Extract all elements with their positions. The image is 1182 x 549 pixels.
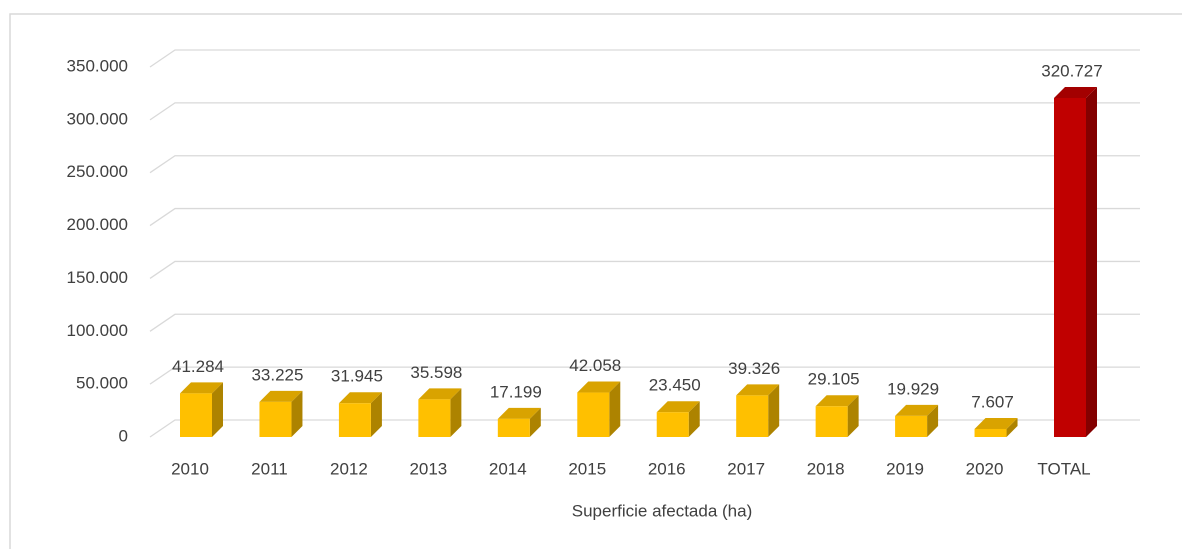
bar-side [768, 384, 780, 437]
bar-front [815, 406, 848, 437]
bar-top [577, 381, 621, 393]
bar-side [450, 388, 462, 437]
bar [815, 395, 859, 437]
x-tick-label: 2014 [489, 459, 527, 478]
grid-line [149, 49, 1140, 68]
y-tick-label: 50.000 [76, 374, 128, 393]
bar-side [609, 381, 621, 437]
y-tick-label: 250.000 [67, 162, 128, 181]
x-tick-label: 2018 [807, 459, 845, 478]
bar-front [497, 418, 530, 437]
bar-side [1086, 86, 1097, 437]
bar-front [1054, 97, 1086, 437]
bar [418, 388, 462, 437]
bar-front [656, 412, 689, 437]
grid-line [149, 366, 1140, 385]
data-label: 19.929 [887, 379, 939, 398]
bar-top [1054, 86, 1097, 98]
bar-top [974, 417, 1018, 429]
data-label: 29.105 [808, 370, 860, 389]
bar [259, 390, 303, 437]
bar-top [497, 407, 541, 419]
bar-front [577, 392, 610, 437]
bar-top [338, 392, 382, 404]
bar-side [291, 390, 303, 437]
y-tick-label: 0 [119, 426, 128, 445]
bar [974, 417, 1018, 437]
y-tick-label: 150.000 [67, 268, 128, 287]
bar-side [1006, 417, 1018, 437]
bar-side [927, 404, 939, 437]
y-tick-label: 300.000 [67, 109, 128, 128]
bar [180, 382, 223, 437]
x-tick-label: 2013 [409, 459, 447, 478]
bar-top [656, 401, 700, 413]
data-label: 23.450 [649, 376, 701, 395]
x-axis-title: Superficie afectada (ha) [572, 501, 753, 520]
x-tick-label: 2010 [171, 459, 209, 478]
y-tick-label: 200.000 [67, 215, 128, 234]
x-tick-label: 2012 [330, 459, 368, 478]
bar-front [895, 415, 928, 437]
bar-side [529, 407, 541, 437]
bar-top [895, 404, 939, 416]
bar-top [815, 395, 859, 407]
y-tick-label: 350.000 [67, 56, 128, 75]
grid-line [149, 313, 1140, 332]
bar [497, 407, 541, 437]
bar-front [338, 403, 371, 437]
bar-top [418, 388, 462, 400]
data-label: 320.727 [1041, 61, 1102, 80]
bar [338, 392, 382, 437]
bar-top [259, 390, 303, 402]
bar [895, 404, 939, 437]
data-label: 39.326 [728, 359, 780, 378]
bar-front [259, 401, 292, 437]
grid-line [149, 102, 1140, 121]
bar-side [370, 392, 382, 437]
bar-front [418, 399, 451, 437]
x-tick-label: 2011 [251, 459, 288, 478]
bar-front [974, 428, 1007, 437]
x-tick-label: 2019 [886, 459, 924, 478]
grid-line [149, 207, 1140, 227]
data-label: 41.284 [172, 357, 224, 376]
data-label: 7.607 [971, 392, 1014, 411]
data-label: 17.199 [490, 382, 542, 401]
x-tick-label: TOTAL [1037, 459, 1090, 478]
bar-front [180, 393, 212, 437]
data-label: 33.225 [251, 365, 303, 384]
bar-side [847, 395, 859, 437]
bar-top [180, 382, 223, 394]
bar-front [736, 395, 769, 437]
y-tick-label: 100.000 [67, 321, 128, 340]
bar [577, 381, 621, 437]
grid-line [149, 260, 1140, 279]
x-tick-label: 2016 [648, 459, 686, 478]
data-label: 31.945 [331, 367, 383, 386]
bar [656, 401, 700, 437]
data-label: 42.058 [569, 356, 621, 375]
data-label: 35.598 [410, 363, 462, 382]
bar-side [212, 382, 223, 437]
x-tick-label: 2015 [568, 459, 606, 478]
bar [1054, 86, 1097, 437]
bar-side [688, 401, 700, 437]
bar [736, 384, 780, 437]
bar-top [736, 384, 780, 396]
grid-line [149, 155, 1140, 174]
x-tick-label: 2020 [966, 459, 1004, 478]
x-tick-label: 2017 [727, 459, 765, 478]
